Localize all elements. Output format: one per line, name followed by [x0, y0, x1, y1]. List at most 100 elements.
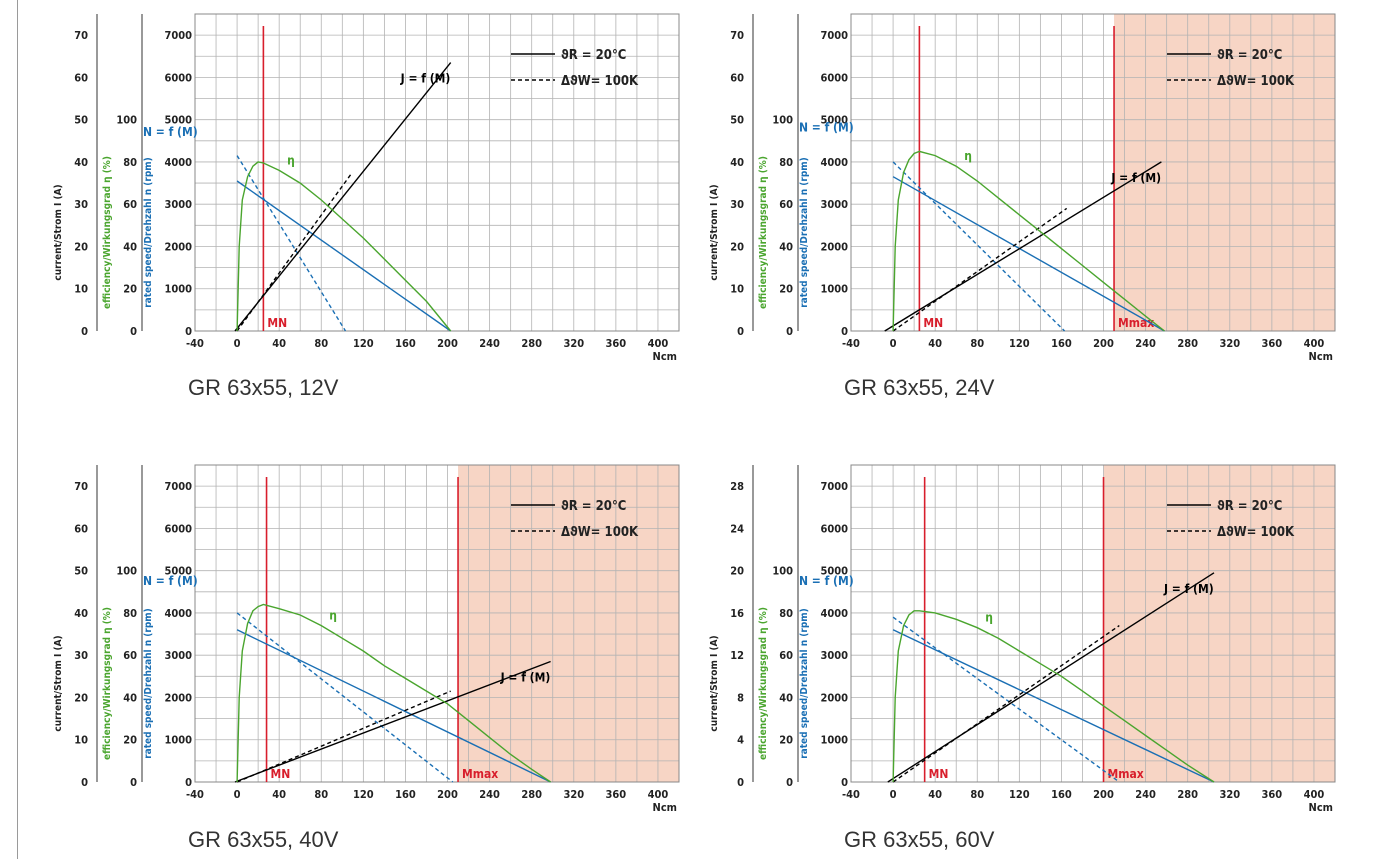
speed-tick-label: 3000	[820, 649, 848, 662]
series-line	[884, 161, 1162, 332]
efficiency-tick-label: 0	[786, 325, 793, 338]
mn-marker-label: MN	[929, 767, 949, 781]
speed-tick-label: 3000	[820, 198, 848, 211]
plot-frame	[194, 464, 680, 783]
x-tick-label: 320	[1219, 337, 1240, 350]
chart-panel-1: 0 10 20 30 40 50 60 70 0 20 40 60 80 100 0 1000 2000 3000…	[47, 0, 707, 400]
x-tick-label: 360	[606, 337, 627, 350]
efficiency-axis-title: efficiency/Wirkungsgrad η (%)	[758, 156, 769, 309]
series-line	[236, 603, 551, 783]
efficiency-tick-label: 80	[779, 607, 793, 620]
series-line	[892, 629, 1215, 783]
x-tick-label: 80	[314, 337, 328, 350]
speed-tick-label: 1000	[820, 734, 848, 747]
current-tick-label: 70	[730, 29, 744, 42]
speed-tick-label: 7000	[820, 29, 848, 42]
speed-axis-title: rated speed/Drehzahl n (rpm)	[143, 157, 154, 308]
x-tick-label: 200	[437, 337, 458, 350]
efficiency-axis-title: efficiency/Wirkungsgrad η (%)	[758, 607, 769, 760]
efficiency-tick-label: 0	[130, 776, 137, 789]
speed-curve-label: N = f (M)	[143, 574, 198, 588]
series-line	[892, 625, 1120, 783]
x-tick-label: 200	[1093, 788, 1114, 801]
plot-frame	[194, 13, 680, 332]
speed-tick-label: 6000	[164, 522, 192, 535]
speed-tick-label: 7000	[164, 29, 192, 42]
series-line	[892, 610, 1215, 783]
legend-dashed-label: ΔϑW= 100K	[1217, 525, 1295, 540]
current-tick-label: 70	[74, 29, 88, 42]
chart-title: GR 63x55, 60V	[844, 827, 995, 852]
series-line	[892, 616, 1120, 783]
x-tick-label: 0	[234, 337, 241, 350]
speed-curve-label: N = f (M)	[799, 574, 854, 588]
mn-marker-label: MN	[923, 316, 943, 330]
efficiency-tick-label: 40	[123, 240, 137, 253]
x-tick-label: 320	[563, 337, 584, 350]
speed-tick-label: 5000	[164, 565, 192, 578]
current-tick-label: 10	[74, 283, 88, 296]
x-tick-label: 40	[272, 337, 286, 350]
current-tick-label: 0	[737, 325, 744, 338]
current-tick-label: 8	[737, 691, 744, 704]
current-curve-label: J = f (M)	[400, 72, 451, 86]
efficiency-tick-label: 60	[779, 649, 793, 662]
efficiency-tick-label: 80	[123, 607, 137, 620]
x-tick-label: 0	[890, 788, 897, 801]
x-tick-label: 320	[563, 788, 584, 801]
x-tick-label: 0	[890, 337, 897, 350]
efficiency-curve-label: η	[964, 149, 972, 163]
speed-tick-label: 1000	[164, 283, 192, 296]
speed-tick-label: 1000	[820, 283, 848, 296]
efficiency-curve-label: η	[329, 609, 337, 623]
x-tick-label: 120	[353, 337, 374, 350]
current-axis-title: current/Strom I (A)	[709, 184, 720, 280]
x-tick-label: 200	[437, 788, 458, 801]
plot-frame	[850, 464, 1336, 783]
overload-region	[1103, 465, 1335, 782]
speed-tick-label: 3000	[164, 649, 192, 662]
speed-tick-label: 6000	[820, 71, 848, 84]
x-tick-label: 240	[1135, 788, 1156, 801]
chart-2-svg: 0102030405060700204060801000100020003000…	[709, 13, 1336, 363]
x-tick-label: 0	[234, 788, 241, 801]
current-tick-label: 70	[74, 480, 88, 493]
efficiency-tick-label: 20	[123, 734, 137, 747]
x-axis-unit: Ncm	[1309, 350, 1333, 363]
current-axis-title: current/Strom I (A)	[53, 184, 64, 280]
speed-tick-label: 4000	[164, 156, 192, 169]
series-line	[236, 155, 347, 332]
mn-marker-label: MN	[267, 316, 287, 330]
efficiency-axis-title: efficiency/Wirkungsgrad η (%)	[102, 607, 113, 760]
chart-panel-2: 0 10 20 30 40 50 60 70 0 20 40 60 80 100 0 1000 2000 3000…	[703, 0, 1363, 400]
efficiency-curve-label: η	[985, 611, 993, 625]
x-tick-label: 280	[521, 337, 542, 350]
efficiency-curve-label: η	[287, 153, 295, 167]
series-line	[234, 62, 452, 332]
current-tick-label: 12	[730, 649, 744, 662]
current-tick-label: 28	[730, 480, 744, 493]
current-tick-label: 0	[737, 776, 744, 789]
x-axis-unit: Ncm	[1309, 801, 1333, 814]
series-line	[236, 174, 352, 332]
speed-curve-label: N = f (M)	[799, 121, 854, 135]
x-tick-label: 120	[353, 788, 374, 801]
x-tick-label: 160	[395, 788, 416, 801]
chart-1-svg: 0102030405060700204060801000100020003000…	[53, 13, 680, 363]
speed-tick-label: 6000	[164, 71, 192, 84]
speed-tick-label: 0	[841, 776, 848, 789]
x-tick-label: 80	[970, 788, 984, 801]
speed-tick-label: 2000	[164, 691, 192, 704]
chart-title: GR 63x55, 40V	[188, 827, 339, 852]
current-tick-label: 20	[730, 240, 744, 253]
speed-tick-label: 4000	[820, 607, 848, 620]
x-axis-unit: Ncm	[653, 801, 677, 814]
x-tick-label: 40	[272, 788, 286, 801]
x-tick-label: 360	[606, 788, 627, 801]
speed-tick-label: 2000	[164, 240, 192, 253]
speed-tick-label: 3000	[164, 198, 192, 211]
efficiency-tick-label: 40	[779, 691, 793, 704]
speed-tick-label: 7000	[820, 480, 848, 493]
current-tick-label: 50	[74, 565, 88, 578]
efficiency-tick-label: 100	[772, 565, 793, 578]
